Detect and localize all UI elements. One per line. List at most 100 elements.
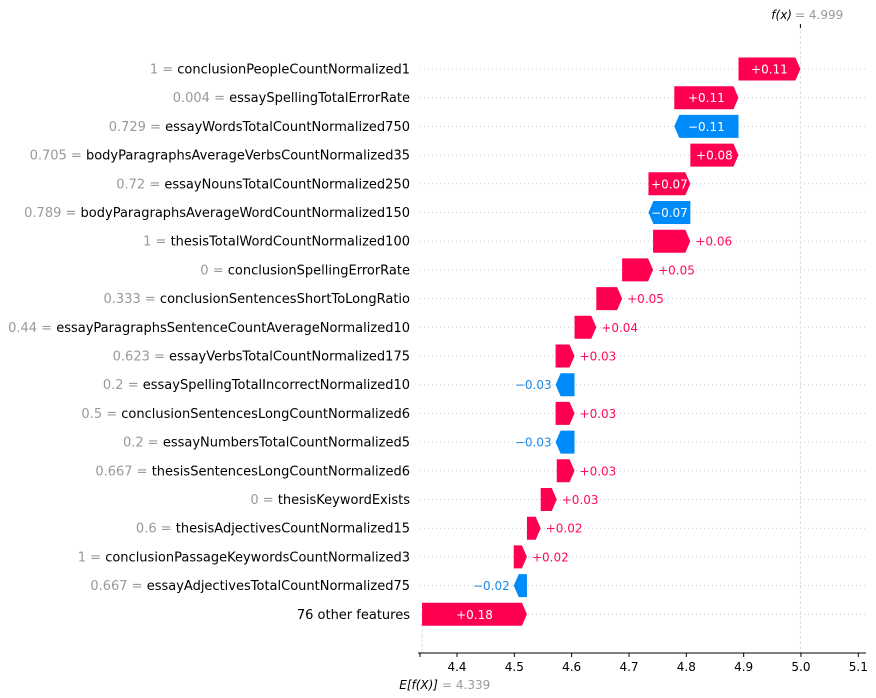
feature-name: 76 other features [297, 608, 410, 623]
feature-name: bodyParagraphsAverageVerbsCountNormalize… [86, 149, 410, 164]
feature-value: 1 [143, 235, 151, 250]
feature-label: 1 = conclusionPassageKeywordsCountNormal… [78, 550, 410, 565]
bar-value-label: +0.05 [627, 292, 664, 306]
feature-label: 0.729 = essayWordsTotalCountNormalized75… [109, 120, 410, 135]
feature-value: 0.2 [103, 378, 124, 393]
feature-name: thesisTotalWordCountNormalized100 [171, 235, 410, 250]
equals-sign: = [145, 177, 164, 192]
feature-name: essaySpellingTotalErrorRate [229, 91, 410, 106]
grid-lines [420, 68, 866, 615]
equals-sign: = [259, 493, 278, 508]
feature-label: 0.667 = essayAdjectivesTotalCountNormali… [90, 579, 410, 594]
feature-value: 0.729 [109, 120, 146, 135]
equals-sign: = [144, 436, 163, 451]
x-tick-label: 4.6 [562, 660, 581, 674]
bar-value-label: +0.11 [751, 63, 788, 77]
bars: +0.11+0.11−0.11+0.08+0.07−0.07+0.06+0.05… [422, 57, 801, 626]
feature-label: 76 other features [297, 608, 410, 623]
feature-label: 0.667 = thesisSentencesLongCountNormaliz… [95, 464, 410, 479]
feature-label: 0.333 = conclusionSentencesShortToLongRa… [104, 292, 411, 307]
bar-11 [555, 344, 575, 368]
feature-name: conclusionSentencesShortToLongRatio [160, 292, 410, 307]
feature-name: thesisAdjectivesCountNormalized15 [176, 522, 410, 537]
x-tick-label: 5.0 [791, 660, 810, 674]
bar-value-label: +0.11 [688, 91, 725, 105]
equals-sign: = [37, 321, 56, 336]
equals-sign: = [124, 378, 143, 393]
output-value-label: f(x) [771, 8, 792, 22]
equals-sign: = [151, 235, 170, 250]
equals-sign: = [210, 91, 229, 106]
feature-value: 0.6 [136, 522, 157, 537]
feature-name: bodyParagraphsAverageWordCountNormalized… [81, 206, 410, 221]
bar-7 [653, 229, 691, 253]
feature-value: 0.72 [116, 177, 145, 192]
feature-label: 0.623 = essayVerbsTotalCountNormalized17… [113, 350, 410, 365]
base-value: = 4.339 [442, 678, 490, 692]
feature-name: conclusionSentencesLongCountNormalized6 [121, 407, 410, 422]
bar-9 [596, 287, 623, 311]
feature-label: 0.44 = essayParagraphsSentenceCountAvera… [8, 321, 410, 336]
feature-name: conclusionPassageKeywordsCountNormalized… [105, 550, 410, 565]
x-tick-label: 4.8 [677, 660, 696, 674]
feature-label: 0.2 = essaySpellingTotalIncorrectNormali… [103, 378, 410, 393]
feature-label: 0.789 = bodyParagraphsAverageWordCountNo… [24, 206, 410, 221]
feature-value: 1 [150, 63, 158, 78]
bar-value-label: −0.03 [515, 436, 552, 450]
feature-label: 0.004 = essaySpellingTotalErrorRate [173, 91, 410, 106]
feature-name: conclusionSpellingErrorRate [228, 263, 410, 278]
bar-value-label: +0.03 [580, 464, 617, 478]
equals-sign: = [150, 350, 169, 365]
bar-value-label: −0.03 [515, 378, 552, 392]
feature-value: 0 [200, 263, 208, 278]
bar-6 [648, 201, 691, 224]
bar-2 [674, 86, 739, 110]
bar-3 [674, 114, 739, 138]
equals-sign: = [128, 579, 147, 594]
equals-sign: = [133, 464, 152, 479]
bar-value-label: +0.03 [562, 493, 599, 507]
feature-value: 0.5 [81, 407, 102, 422]
bar-14 [555, 430, 575, 454]
bar-value-label: +0.03 [580, 350, 617, 364]
feature-name: essayWordsTotalCountNormalized750 [165, 120, 410, 135]
bar-value-label: −0.07 [651, 206, 688, 220]
equals-sign: = [158, 63, 177, 78]
feature-label: 0.2 = essayNumbersTotalCountNormalized5 [123, 436, 410, 451]
bar-1 [738, 57, 801, 81]
bar-20 [422, 602, 527, 626]
bar-value-label: +0.04 [601, 321, 638, 335]
feature-name: essayNumbersTotalCountNormalized5 [163, 436, 410, 451]
feature-value: 0.44 [8, 321, 37, 336]
feature-value: 0.667 [90, 579, 127, 594]
feature-label: 0.72 = essayNounsTotalCountNormalized250 [116, 177, 410, 192]
feature-value: 0 [250, 493, 258, 508]
bar-value-label: +0.06 [695, 235, 732, 249]
equals-sign: = [86, 550, 105, 565]
reference-lines [421, 26, 801, 653]
feature-name: essayParagraphsSentenceCountAverageNorma… [56, 321, 410, 336]
output-value: = 4.999 [795, 8, 843, 22]
bar-value-label: +0.03 [580, 407, 617, 421]
x-tick-label: 5.1 [849, 660, 868, 674]
feature-label: 0.6 = thesisAdjectivesCountNormalized15 [136, 522, 410, 537]
feature-name: essayVerbsTotalCountNormalized175 [169, 350, 410, 365]
bar-value-label: +0.08 [696, 149, 733, 163]
base-value-label: E[f(X)] [399, 678, 438, 692]
feature-value: 1 [78, 550, 86, 565]
equals-sign: = [141, 292, 160, 307]
bar-value-label: +0.05 [658, 263, 695, 277]
feature-value: 0.705 [30, 149, 67, 164]
bar-value-label: +0.02 [532, 550, 569, 564]
x-tick-label: 4.4 [447, 660, 466, 674]
feature-label: 0 = thesisKeywordExists [250, 493, 410, 508]
bar-value-label: +0.07 [651, 177, 688, 191]
feature-label: 1 = thesisTotalWordCountNormalized100 [143, 235, 410, 250]
bar-10 [574, 315, 597, 339]
bar-4 [690, 143, 739, 167]
feature-name: thesisKeywordExists [278, 493, 410, 508]
bar-13 [555, 401, 575, 425]
equals-sign: = [102, 407, 121, 422]
bar-5 [648, 172, 691, 196]
